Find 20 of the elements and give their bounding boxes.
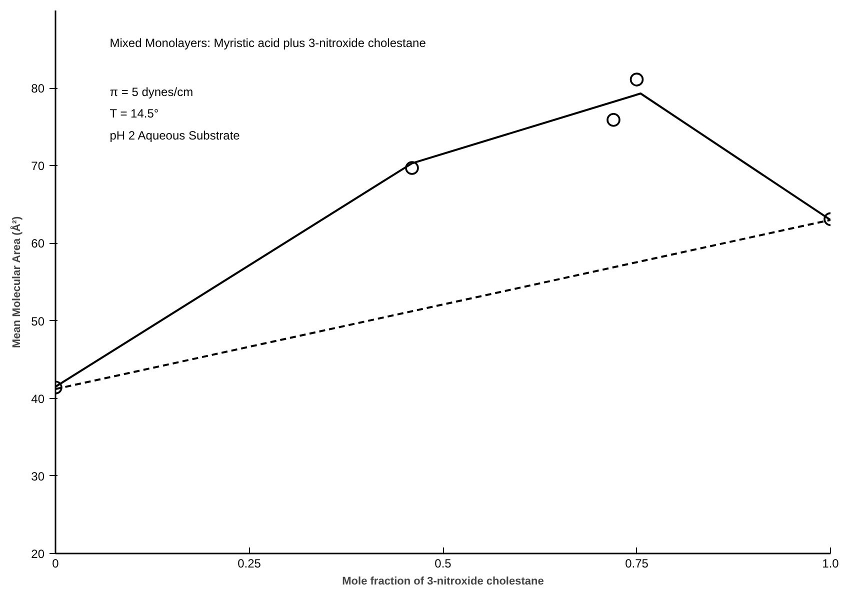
point xyxy=(606,112,620,127)
y-tick-label: 60 xyxy=(31,236,45,251)
x-tick-label: 0.5 xyxy=(434,556,452,570)
annotation: Mixed Monolayers: Myristic acid plus 3-nitroxide cholestane xyxy=(110,36,426,50)
y-axis-title: Mean Molecular Area (Å²) xyxy=(10,216,24,348)
y-tick-label: 80 xyxy=(31,82,45,96)
y-tick-label: 40 xyxy=(31,392,45,406)
y-tick-label: 30 xyxy=(31,469,45,484)
point xyxy=(630,72,644,86)
annotation: pH 2 Aqueous Substrate xyxy=(110,128,240,142)
annotation: π = 5 dynes/cm xyxy=(110,84,194,99)
x-tick-label: 0.25 xyxy=(238,556,262,570)
x-tick-label: 0.75 xyxy=(625,556,649,570)
y-tick-label: 50 xyxy=(31,314,45,328)
y-tick-label: 20 xyxy=(31,547,45,561)
annotation: T = 14.5° xyxy=(110,106,159,121)
x-tick-label: 0 xyxy=(52,556,60,570)
y-tick-label: 70 xyxy=(31,159,45,174)
x-axis-title: Mole fraction of 3-nitroxide cholestane xyxy=(342,576,544,588)
x-tick-label: 1.0 xyxy=(822,556,840,570)
